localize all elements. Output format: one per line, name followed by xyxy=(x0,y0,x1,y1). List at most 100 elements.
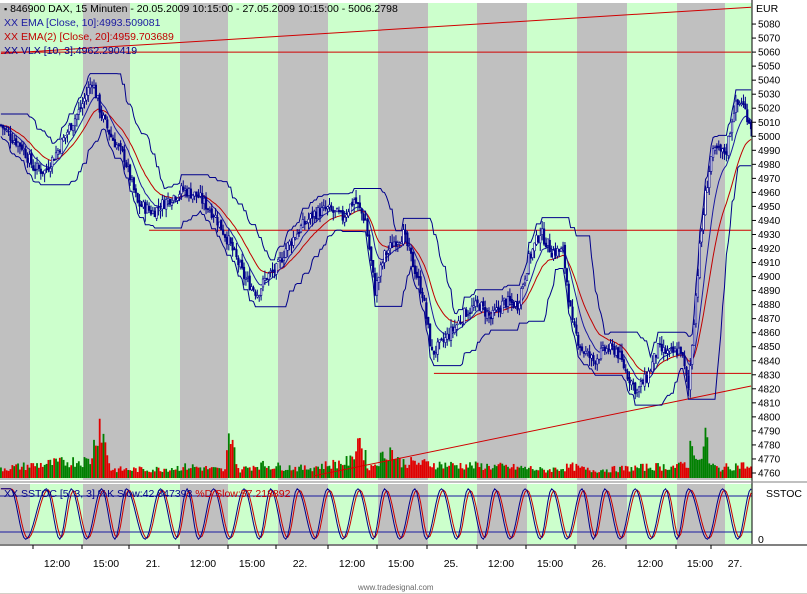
candle-body[interactable] xyxy=(121,146,124,151)
candle-body[interactable] xyxy=(580,346,584,351)
candle-body[interactable] xyxy=(727,135,730,156)
candle-body[interactable] xyxy=(372,260,375,273)
candle-body[interactable] xyxy=(89,84,92,89)
candle-body[interactable] xyxy=(16,141,20,147)
candle-body[interactable] xyxy=(166,197,170,202)
candle-body[interactable] xyxy=(421,291,424,299)
candle-body[interactable] xyxy=(679,346,682,354)
candle-body[interactable] xyxy=(345,214,348,218)
candle-body[interactable] xyxy=(334,210,337,212)
candle-body[interactable] xyxy=(567,283,570,303)
candle-body[interactable] xyxy=(503,297,506,301)
candle-body[interactable] xyxy=(79,107,82,110)
candle-body[interactable] xyxy=(641,381,644,385)
candle-body[interactable] xyxy=(142,201,145,208)
candle-body[interactable] xyxy=(72,124,75,132)
candle-body[interactable] xyxy=(451,326,455,332)
candle-body[interactable] xyxy=(58,150,61,153)
candle-body[interactable] xyxy=(571,306,574,320)
candle-body[interactable] xyxy=(237,257,240,266)
candle-body[interactable] xyxy=(168,198,172,205)
legend-ema20[interactable]: XX EMA(2) [Close, 20]:4959.703689 xyxy=(4,31,174,44)
candle-body[interactable] xyxy=(290,241,293,246)
candle-body[interactable] xyxy=(647,370,650,384)
candle-body[interactable] xyxy=(163,200,166,209)
candle-body[interactable] xyxy=(436,341,439,355)
legend-vlx[interactable]: XX VLX [10, 3]:4962.290419 xyxy=(4,45,137,58)
candle-body[interactable] xyxy=(358,202,361,208)
candle-body[interactable] xyxy=(636,389,639,393)
candle-body[interactable] xyxy=(244,277,248,280)
candle-body[interactable] xyxy=(85,94,88,101)
candle-body[interactable] xyxy=(465,309,468,317)
candle-body[interactable] xyxy=(609,343,612,350)
candle-body[interactable] xyxy=(117,144,120,147)
candle-body[interactable] xyxy=(577,334,580,346)
candle-body[interactable] xyxy=(694,295,698,325)
candle-body[interactable] xyxy=(698,242,701,278)
candle-body[interactable] xyxy=(537,236,540,243)
candle-body[interactable] xyxy=(687,375,690,389)
candle-body[interactable] xyxy=(203,197,206,204)
candle-body[interactable] xyxy=(199,192,202,197)
candle-body[interactable] xyxy=(552,249,555,260)
candle-body[interactable] xyxy=(233,248,236,250)
candle-body[interactable] xyxy=(161,199,164,210)
candle-body[interactable] xyxy=(280,258,284,263)
candle-body[interactable] xyxy=(582,351,586,354)
candle-body[interactable] xyxy=(178,194,181,198)
candle-body[interactable] xyxy=(109,133,113,138)
candle-body[interactable] xyxy=(94,84,97,99)
candle-body[interactable] xyxy=(284,248,287,258)
candle-body[interactable] xyxy=(30,152,33,165)
candle-body[interactable] xyxy=(356,202,360,205)
candle-body[interactable] xyxy=(489,316,492,320)
candle-body[interactable] xyxy=(546,238,549,246)
candle-body[interactable] xyxy=(527,253,530,274)
candle-body[interactable] xyxy=(579,346,582,349)
candle-body[interactable] xyxy=(87,87,90,96)
candle-body[interactable] xyxy=(666,350,669,354)
candle-body[interactable] xyxy=(180,185,183,194)
candle-body[interactable] xyxy=(474,300,477,307)
candle-body[interactable] xyxy=(248,275,251,290)
candle-body[interactable] xyxy=(434,352,437,354)
candle-body[interactable] xyxy=(700,230,703,243)
candle-body[interactable] xyxy=(729,133,732,137)
candle-body[interactable] xyxy=(96,95,99,99)
candle-body[interactable] xyxy=(417,276,420,278)
candle-body[interactable] xyxy=(594,361,597,365)
candle-body[interactable] xyxy=(533,242,536,252)
candle-body[interactable] xyxy=(0,124,3,127)
candle-body[interactable] xyxy=(523,278,527,284)
candle-body[interactable] xyxy=(261,278,265,288)
candle-body[interactable] xyxy=(617,347,620,359)
candle-body[interactable] xyxy=(404,229,407,235)
candle-body[interactable] xyxy=(216,217,219,226)
candle-body[interactable] xyxy=(440,338,443,341)
candle-body[interactable] xyxy=(461,322,464,325)
candle-body[interactable] xyxy=(15,138,18,146)
candle-body[interactable] xyxy=(81,103,84,109)
candle-body[interactable] xyxy=(102,114,105,120)
candle-body[interactable] xyxy=(337,210,341,213)
candle-body[interactable] xyxy=(242,266,246,279)
candle-body[interactable] xyxy=(307,219,310,224)
candle-body[interactable] xyxy=(147,206,151,211)
candle-body[interactable] xyxy=(607,348,610,352)
candle-body[interactable] xyxy=(91,85,94,87)
candle-body[interactable] xyxy=(467,314,470,316)
candle-body[interactable] xyxy=(185,188,189,197)
candle-body[interactable] xyxy=(396,242,399,245)
candle-body[interactable] xyxy=(311,211,314,219)
candle-body[interactable] xyxy=(246,276,249,279)
candle-body[interactable] xyxy=(51,157,54,168)
candle-body[interactable] xyxy=(704,190,707,216)
candle-body[interactable] xyxy=(620,350,624,360)
candle-body[interactable] xyxy=(106,119,109,129)
candle-body[interactable] xyxy=(476,299,479,304)
candle-body[interactable] xyxy=(425,302,428,319)
candle-body[interactable] xyxy=(565,268,568,283)
candle-body[interactable] xyxy=(588,351,591,358)
